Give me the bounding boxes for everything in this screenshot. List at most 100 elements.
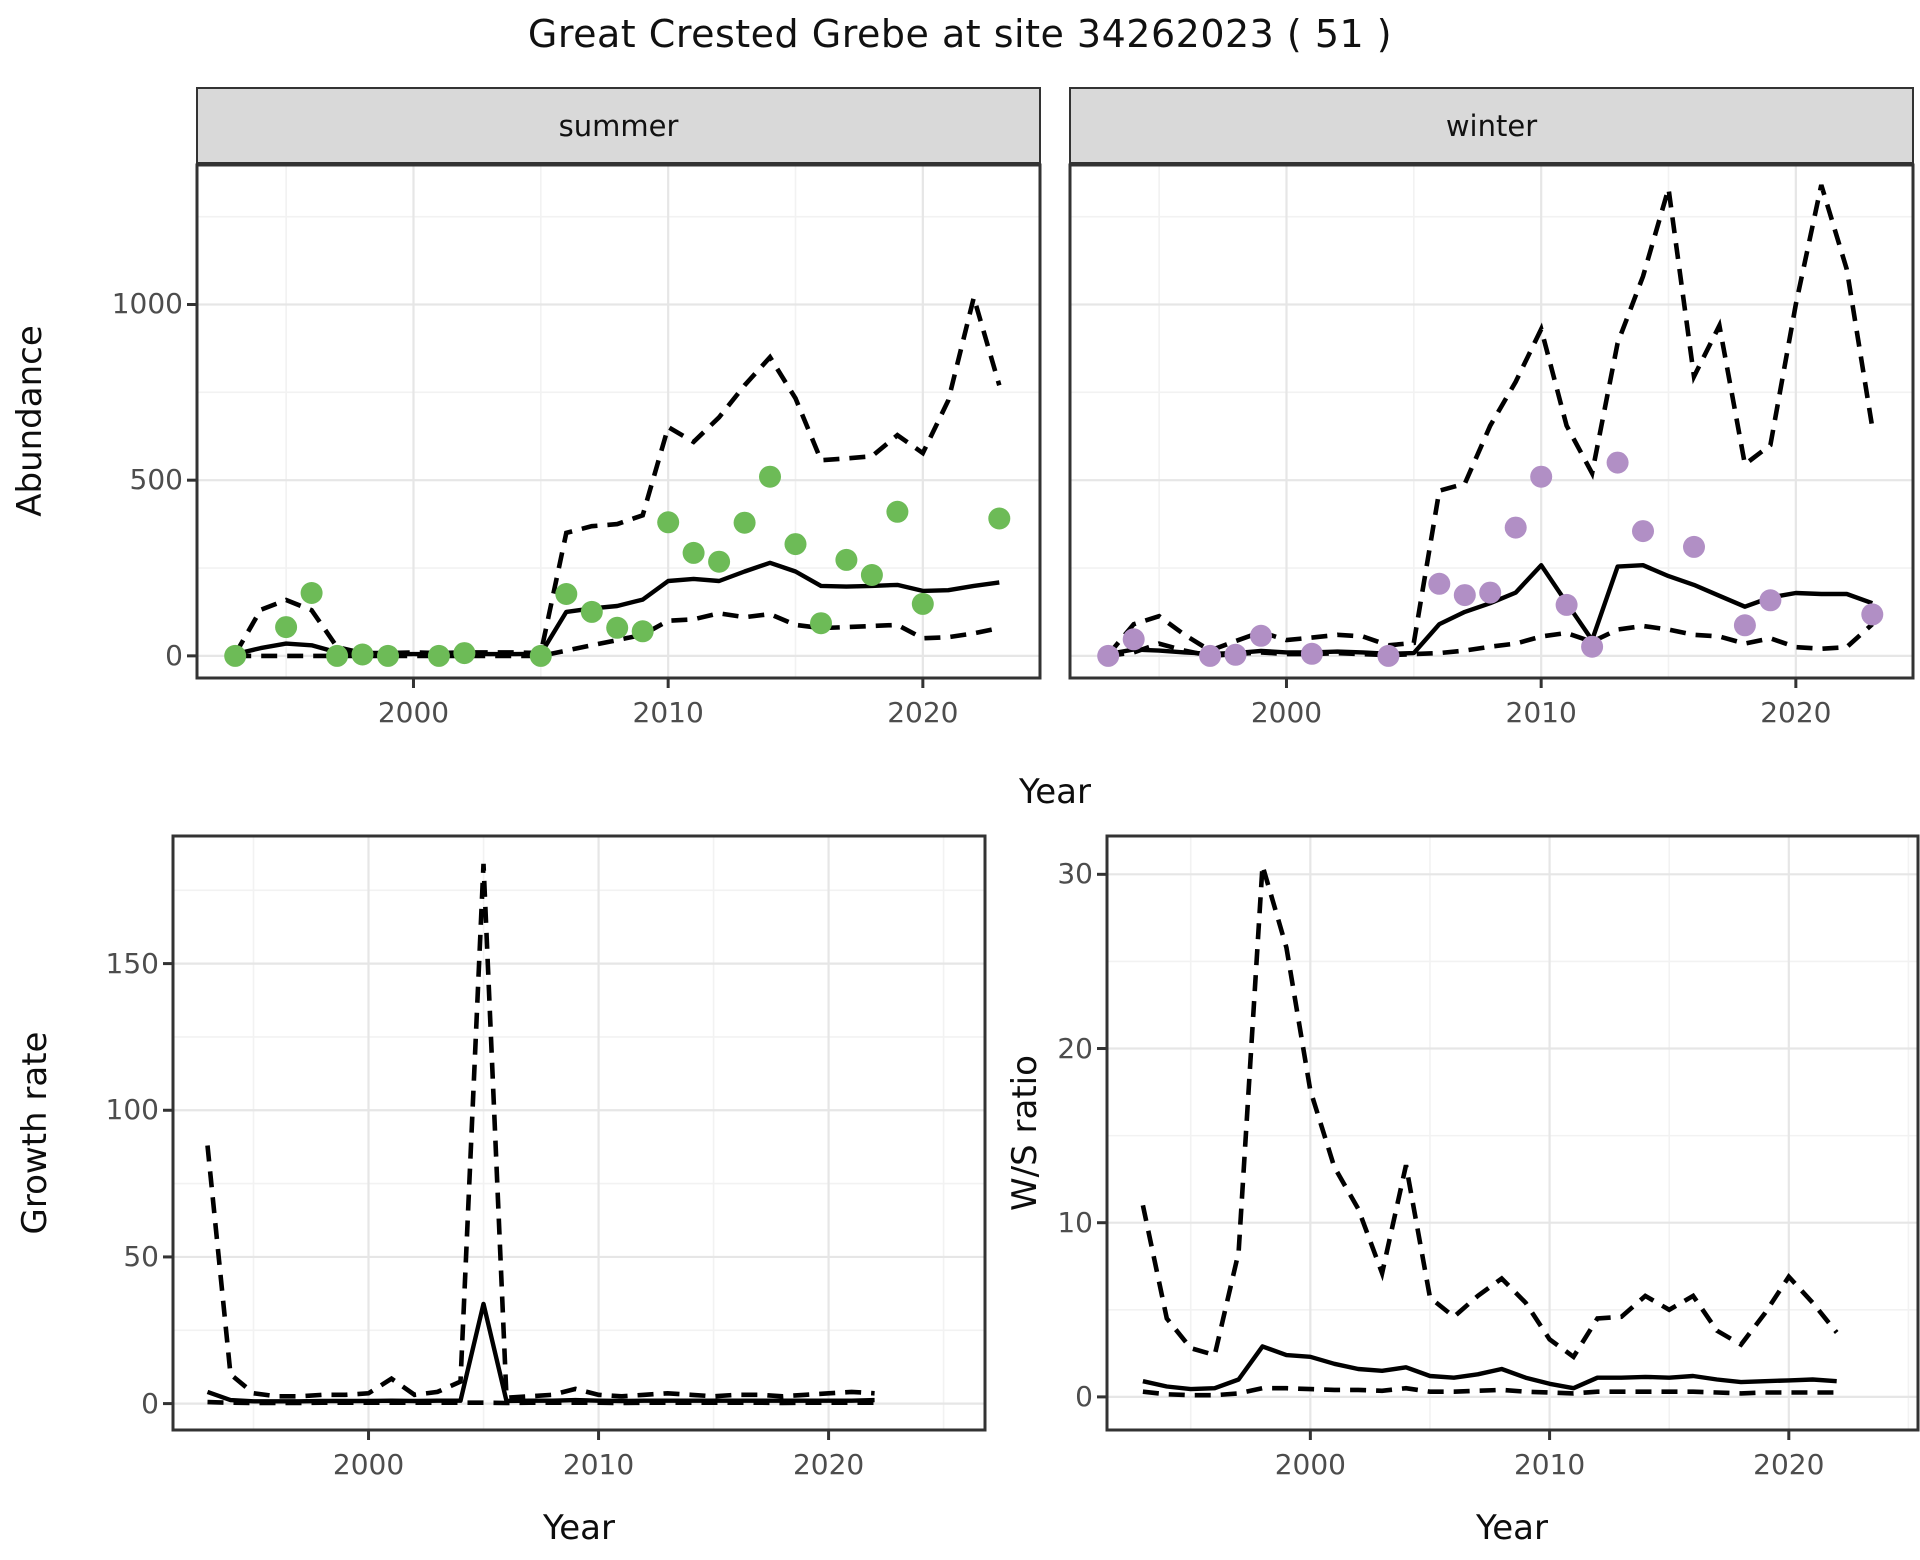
x-axis-label-year-ws: Year: [1476, 1508, 1548, 1548]
tick-label-y: 30: [1057, 857, 1093, 891]
observation-point: [733, 511, 756, 534]
median-line: [1142, 1344, 1837, 1392]
tick-label-x: 2010: [1513, 1448, 1586, 1481]
x-axis-label-year-growth: Year: [543, 1508, 615, 1548]
observation-point: [1555, 593, 1578, 616]
observation-point: [453, 642, 476, 665]
tick-label-y: 10: [1057, 1205, 1093, 1239]
tick-label-y: 1000: [111, 287, 183, 321]
y-axis-label-growth-rate: Growth rate: [15, 1031, 55, 1235]
observation-point: [1683, 535, 1705, 558]
tick-label-x: 2000: [1274, 1448, 1346, 1481]
observation-point: [555, 583, 578, 605]
facet-strip-winter: winter: [1069, 87, 1914, 164]
tick-label-y: 0: [1075, 1379, 1093, 1413]
observation-point: [1759, 589, 1782, 612]
observation-point: [988, 507, 1011, 530]
panel-growth-rate: [163, 834, 987, 1440]
observation-point: [1733, 614, 1756, 637]
observation-point: [326, 644, 349, 667]
tick-label-y: 100: [105, 1093, 159, 1127]
observation-point: [1199, 644, 1222, 667]
observation-point: [1122, 628, 1145, 651]
facet-strip-label: summer: [558, 108, 679, 143]
observation-point: [1453, 584, 1476, 607]
observation-point: [1861, 603, 1884, 626]
panel-plot-area: [1097, 834, 1920, 1440]
panel-ws-ratio: [1097, 834, 1920, 1440]
observation-point: [529, 644, 552, 667]
tick-label-x: 2000: [377, 696, 450, 729]
observation-point: [1530, 465, 1553, 488]
observation-point: [1606, 451, 1629, 474]
observation-point: [810, 612, 832, 635]
observation-point: [427, 644, 450, 667]
facet-strip-label: winter: [1445, 108, 1538, 143]
median-line: [206, 1301, 875, 1404]
observation-point: [1300, 642, 1323, 665]
observation-point: [911, 592, 934, 615]
observation-point: [708, 550, 731, 573]
observation-point: [1581, 635, 1604, 658]
observation-point: [351, 643, 374, 666]
tick-label-x: 2010: [632, 696, 704, 729]
tick-label-y: 50: [123, 1239, 159, 1273]
observation-point: [606, 616, 629, 639]
observation-point: [835, 548, 858, 571]
observation-point: [1428, 572, 1451, 595]
observation-point: [275, 616, 298, 639]
tick-label-y: 20: [1057, 1031, 1093, 1065]
observation-point: [860, 564, 883, 586]
observation-point: [784, 533, 807, 556]
panel-border: [171, 834, 987, 1432]
observation-point: [224, 644, 247, 667]
observation-point: [1632, 520, 1654, 543]
tick-label-x: 2010: [1505, 696, 1577, 729]
tick-label-y: 500: [129, 463, 183, 497]
observation-point: [631, 620, 654, 643]
tick-label-x: 2000: [332, 1448, 405, 1481]
observation-point: [1479, 581, 1502, 604]
observation-point: [377, 644, 399, 667]
observation-point: [300, 582, 323, 604]
tick-label-x: 2020: [887, 696, 959, 729]
observation-point: [657, 511, 680, 534]
observation-point: [682, 541, 705, 564]
x-axis-label-year-top: Year: [1019, 772, 1091, 812]
page-title: Great Crested Grebe at site 34262023 ( 5…: [527, 12, 1393, 56]
panel-abundance-summer: [187, 163, 1042, 688]
observation-point: [580, 600, 603, 623]
tick-label-x: 2000: [1250, 696, 1323, 729]
panel-background: [173, 836, 985, 1430]
panel-plot-area: [163, 834, 987, 1440]
observation-point: [1097, 644, 1120, 667]
panel-background: [197, 165, 1040, 678]
tick-label-x: 2010: [562, 1448, 635, 1481]
panel-border: [1105, 834, 1920, 1432]
tick-label-x: 2020: [792, 1448, 865, 1481]
panel-abundance-winter: [1068, 163, 1915, 688]
observation-point: [759, 465, 781, 488]
observation-point: [1250, 624, 1272, 647]
tick-label-y: 150: [105, 946, 159, 980]
panel-border: [1068, 163, 1915, 680]
observation-point: [886, 500, 909, 523]
panel-plot-area: [1068, 163, 1915, 688]
lower-ci-line: [1142, 1385, 1837, 1398]
tick-label-x: 2020: [1760, 696, 1832, 729]
observation-point: [1504, 516, 1527, 539]
tick-label-y: 0: [165, 638, 183, 672]
upper-ci-line: [205, 863, 875, 1401]
panel-plot-area: [187, 163, 1042, 688]
tick-label-x: 2020: [1753, 1448, 1825, 1481]
upper-ci-line: [233, 288, 1002, 656]
observation-point: [1377, 644, 1400, 667]
tick-label-y: 0: [141, 1386, 159, 1420]
panel-background: [1107, 836, 1918, 1430]
observation-point: [1224, 643, 1247, 666]
facet-strip-summer: summer: [196, 87, 1041, 164]
upper-ci-line: [1140, 864, 1839, 1361]
panel-border: [195, 163, 1042, 680]
upper-ci-line: [1106, 184, 1875, 657]
